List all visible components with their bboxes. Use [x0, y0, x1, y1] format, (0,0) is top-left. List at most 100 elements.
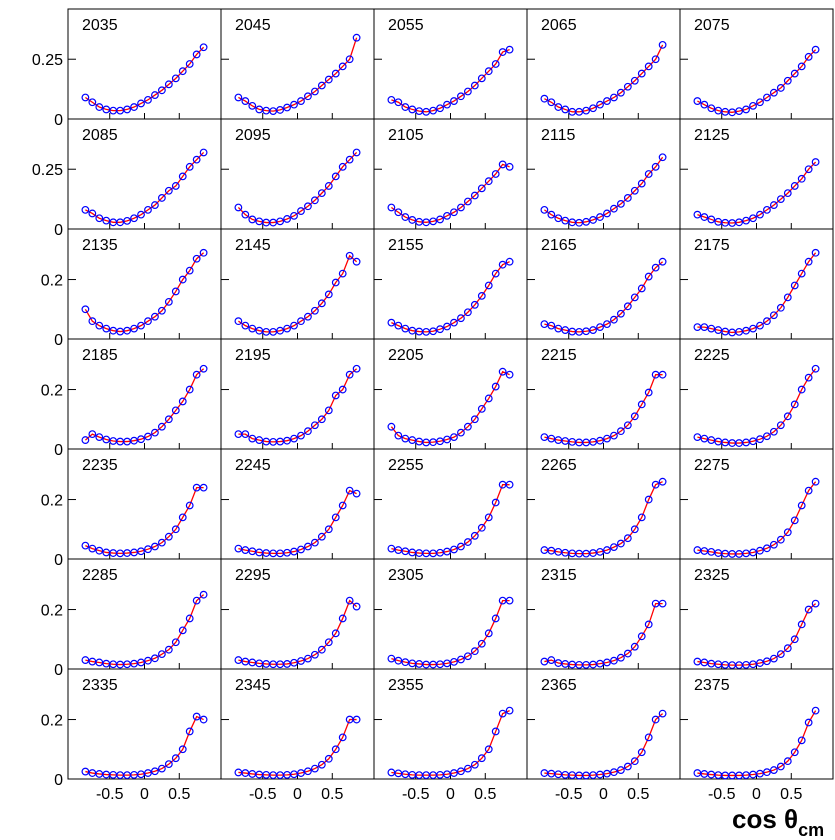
- y-tick-label: 0: [54, 112, 63, 129]
- data-point: [463, 87, 472, 96]
- data-point: [651, 55, 660, 64]
- data-point: [429, 106, 438, 115]
- fit-line: [85, 715, 204, 776]
- fit-line: [544, 44, 664, 113]
- data-point: [693, 97, 702, 105]
- data-point: [603, 97, 611, 105]
- data-point: [763, 657, 771, 666]
- data-point: [297, 431, 305, 440]
- data-point: [610, 543, 618, 552]
- data-point: [637, 748, 646, 757]
- data-point: [630, 293, 639, 302]
- data-point: [331, 513, 340, 522]
- data-point: [561, 105, 570, 114]
- data-point: [811, 158, 820, 166]
- data-point: [290, 658, 298, 667]
- fit-line: [391, 163, 510, 223]
- data-point: [331, 278, 340, 287]
- data-point: [596, 547, 604, 556]
- data-point: [144, 432, 152, 441]
- data-point: [352, 364, 361, 373]
- data-point: [157, 764, 166, 773]
- panel-title: 2065: [541, 17, 577, 34]
- data-point: [735, 218, 744, 227]
- data-point: [394, 321, 403, 330]
- data-point: [498, 260, 507, 269]
- data-point: [199, 715, 208, 724]
- data-point: [185, 614, 194, 623]
- data-point: [707, 104, 716, 113]
- data-point: [783, 757, 792, 766]
- x-tick-label: 0.5: [321, 786, 343, 803]
- data-point: [283, 103, 291, 112]
- data-point: [637, 179, 646, 188]
- data-point: [477, 184, 486, 193]
- data-point: [484, 629, 493, 638]
- data-point: [290, 211, 298, 220]
- data-point: [276, 106, 285, 114]
- data-point: [776, 195, 785, 204]
- data-point: [276, 217, 285, 226]
- data-point: [547, 210, 556, 219]
- data-point: [324, 525, 333, 534]
- data-point: [171, 754, 180, 763]
- data-point: [457, 655, 465, 664]
- data-point: [394, 656, 403, 665]
- data-point: [491, 498, 500, 507]
- data-point: [700, 213, 709, 221]
- data-point: [540, 205, 549, 214]
- y-tick-label: 0.2: [41, 603, 63, 620]
- data-point: [171, 74, 180, 83]
- data-point: [616, 653, 625, 662]
- panel-title: 2285: [82, 567, 118, 584]
- data-point: [123, 216, 132, 225]
- data-point: [317, 81, 326, 90]
- panel-title: 2275: [694, 457, 730, 474]
- data-point: [484, 281, 493, 290]
- data-point: [164, 760, 173, 769]
- fit-line: [238, 254, 358, 333]
- data-point: [783, 189, 792, 198]
- data-point: [317, 532, 326, 541]
- x-tick-label: -0.5: [249, 786, 277, 803]
- data-point: [338, 62, 347, 71]
- data-point: [769, 88, 778, 97]
- data-point: [130, 324, 138, 333]
- x-tick-label: 0.5: [474, 786, 496, 803]
- data-point: [171, 182, 180, 190]
- fit-line: [238, 368, 358, 443]
- data-point: [742, 326, 750, 335]
- data-point: [192, 370, 201, 379]
- data-point: [450, 208, 458, 217]
- data-point: [630, 412, 639, 421]
- data-point: [811, 477, 820, 486]
- panel-title: 2325: [694, 567, 730, 584]
- data-point: [95, 214, 104, 223]
- data-point: [185, 162, 194, 171]
- data-point: [811, 364, 820, 373]
- data-point: [95, 546, 104, 555]
- data-point: [144, 95, 152, 104]
- data-point: [603, 209, 611, 218]
- data-point: [769, 427, 778, 436]
- data-point: [331, 69, 340, 78]
- data-point: [387, 95, 396, 104]
- data-point: [644, 495, 653, 504]
- data-point: [776, 421, 785, 430]
- data-point: [484, 177, 493, 186]
- data-point: [95, 433, 104, 442]
- data-point: [749, 214, 757, 223]
- data-point: [450, 318, 458, 327]
- data-point: [630, 757, 639, 766]
- data-point: [164, 80, 173, 89]
- data-point: [804, 718, 813, 727]
- data-point: [505, 706, 514, 715]
- data-point: [185, 266, 194, 275]
- data-point: [756, 769, 764, 778]
- data-point: [540, 433, 549, 442]
- data-point: [130, 103, 138, 111]
- data-point: [345, 55, 354, 64]
- data-point: [310, 196, 319, 205]
- data-point: [401, 103, 410, 111]
- data-point: [756, 98, 764, 107]
